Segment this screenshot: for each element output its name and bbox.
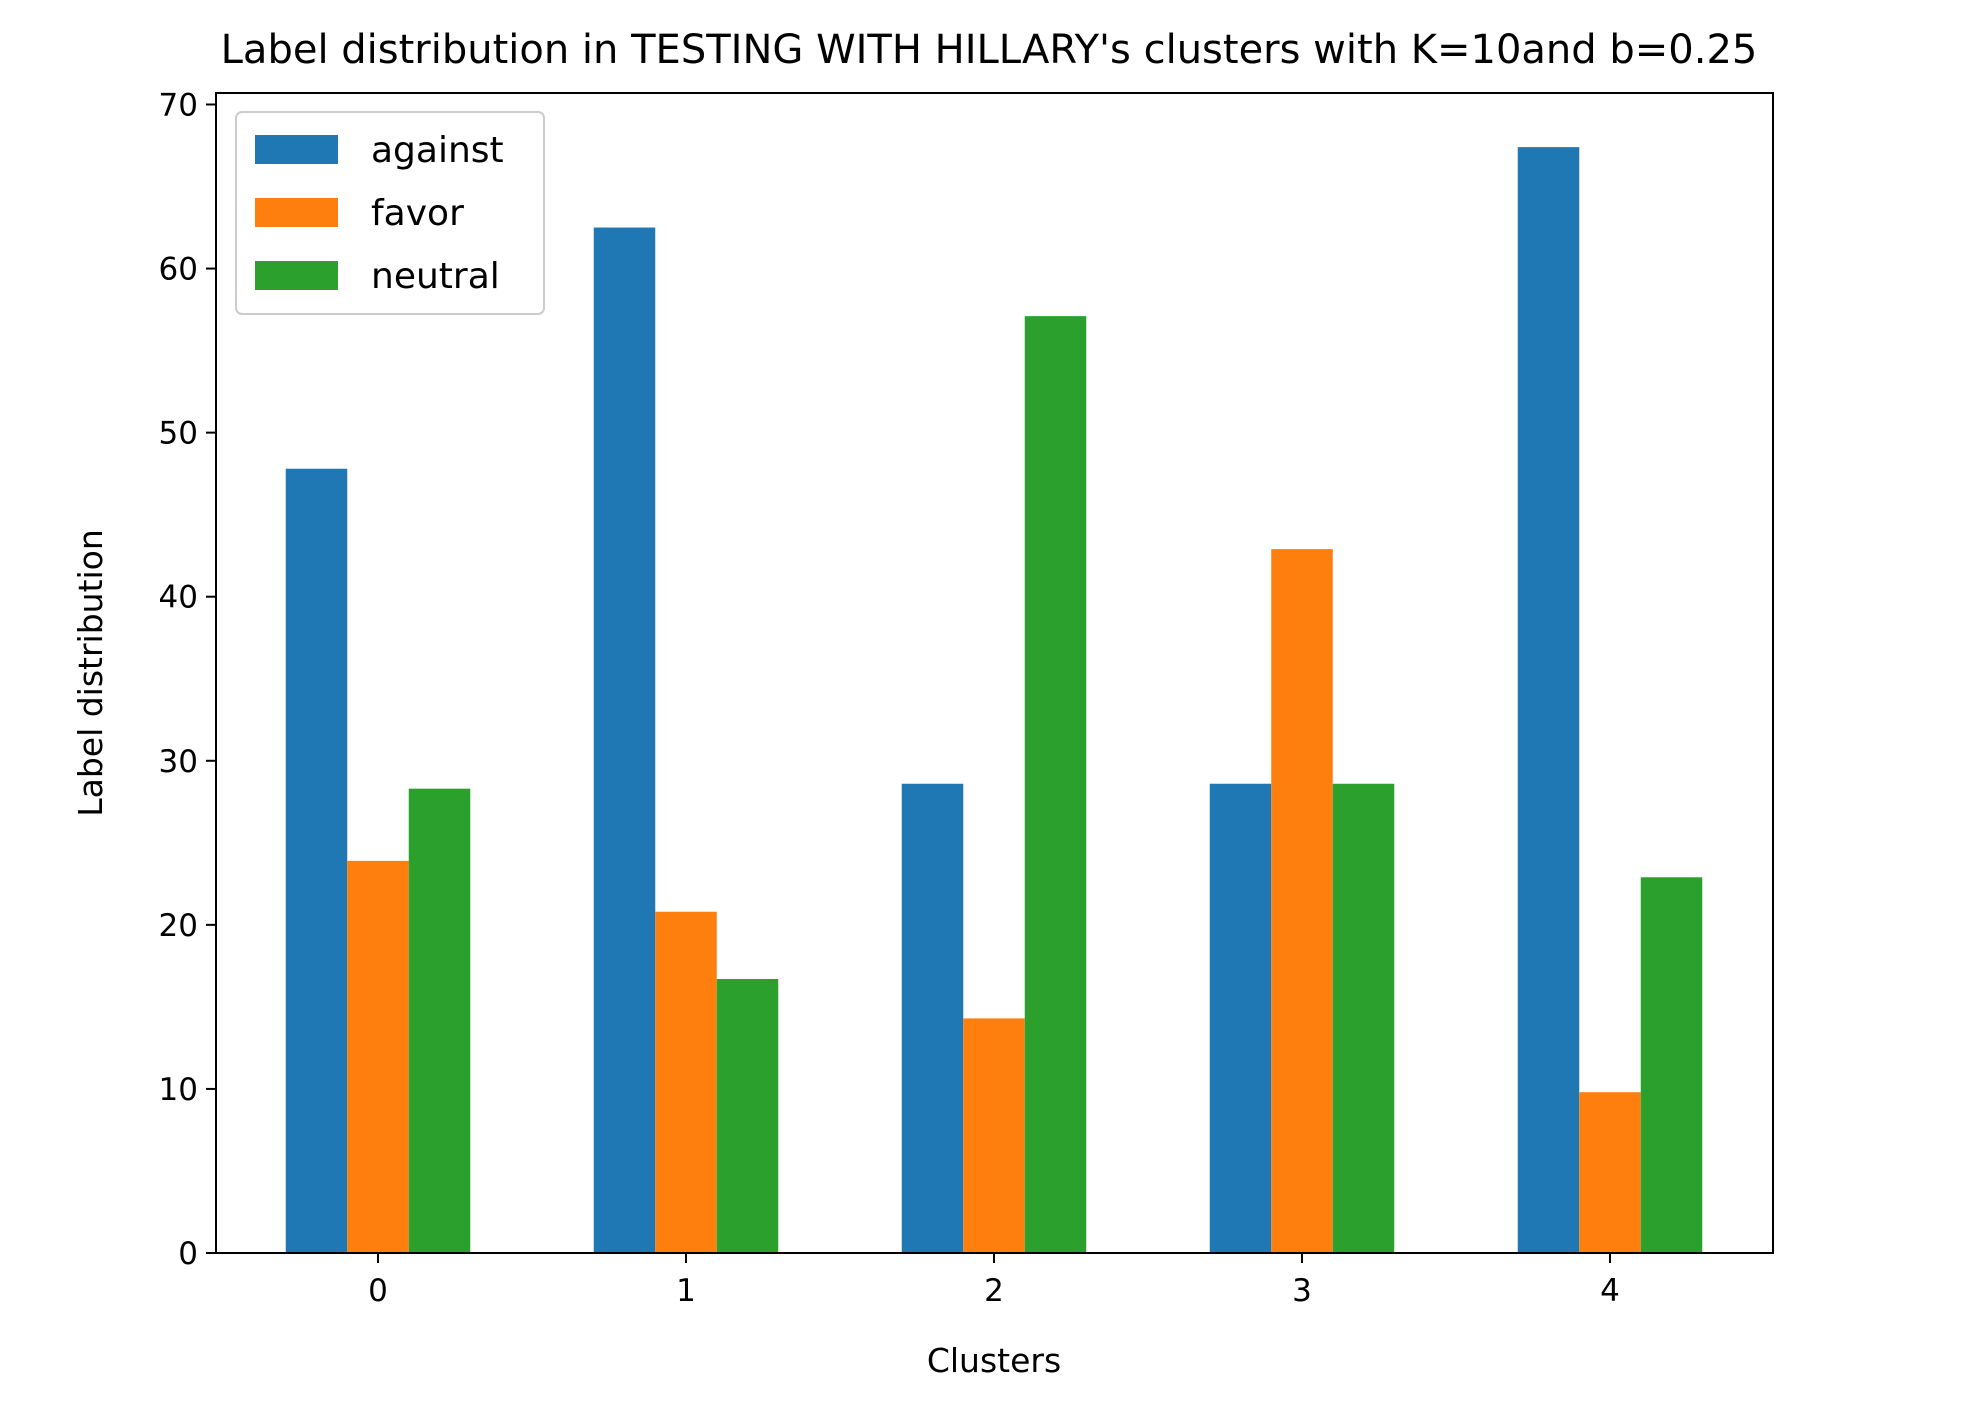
x-tick-label: 0: [368, 1273, 388, 1309]
legend-swatch-favor: [255, 198, 338, 227]
bar-favor-cluster-3: [1271, 549, 1333, 1253]
legend-label-favor: favor: [371, 193, 464, 234]
y-tick-label: 70: [159, 87, 198, 123]
legend-swatch-against: [255, 135, 338, 164]
y-tick-label: 0: [178, 1236, 198, 1272]
x-tick-label: 1: [676, 1273, 696, 1309]
bar-against-cluster-3: [1209, 783, 1272, 1253]
legend-label-neutral: neutral: [371, 256, 500, 297]
x-axis-title: Clusters: [927, 1341, 1061, 1380]
x-tick-label: 2: [984, 1273, 1004, 1309]
x-tick-label: 3: [1292, 1273, 1312, 1309]
legend-label-against: against: [371, 130, 504, 171]
bar-favor-cluster-4: [1579, 1092, 1641, 1253]
y-tick-label: 10: [159, 1072, 198, 1108]
y-tick-label: 40: [159, 580, 198, 616]
bar-neutral-cluster-2: [1024, 316, 1087, 1253]
chart-title: Label distribution in TESTING WITH HILLA…: [221, 27, 1758, 73]
legend: against favor neutral: [235, 111, 545, 315]
bar-neutral-cluster-1: [716, 978, 779, 1253]
x-ticks: 0 1 2 3 4: [368, 1253, 1620, 1309]
y-ticks: 0 10 20 30 40 50 60 70: [159, 87, 216, 1272]
bar-neutral-cluster-0: [408, 788, 471, 1253]
bar-against-cluster-1: [593, 227, 656, 1254]
legend-swatch-neutral: [255, 261, 338, 290]
bar-against-cluster-4: [1517, 147, 1580, 1253]
bar-against-cluster-0: [285, 468, 348, 1254]
bar-against-cluster-2: [901, 783, 964, 1253]
bar-favor-cluster-0: [347, 860, 409, 1253]
bar-neutral-cluster-3: [1332, 783, 1395, 1253]
bar-favor-cluster-1: [655, 911, 717, 1253]
y-tick-label: 30: [159, 744, 198, 780]
plot-frame: [215, 92, 1774, 1254]
bar-neutral-cluster-4: [1640, 877, 1703, 1253]
y-tick-label: 60: [159, 252, 198, 288]
x-tick-label: 4: [1600, 1273, 1620, 1309]
bars-layer: [285, 147, 1703, 1254]
y-tick-label: 20: [159, 908, 198, 944]
bar-favor-cluster-2: [963, 1018, 1025, 1253]
y-tick-label: 50: [159, 416, 198, 452]
y-axis-title: Label distribution: [71, 529, 110, 817]
